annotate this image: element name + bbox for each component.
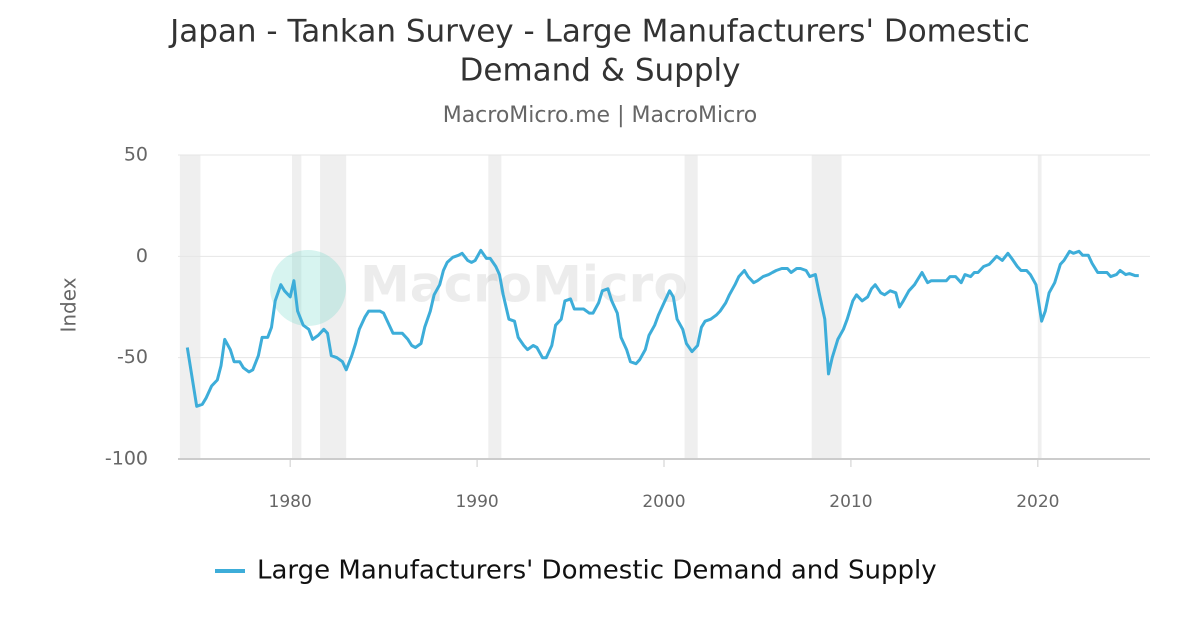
y-tick-label: -50	[117, 346, 148, 368]
data-line	[185, 248, 1139, 408]
y-axis-label: Index	[57, 277, 81, 332]
shaded-period	[811, 155, 842, 459]
shaded-period	[684, 155, 698, 459]
watermark-logo	[270, 250, 346, 326]
chart-title: Demand & Supply	[460, 53, 741, 89]
chart-subtitle: MacroMicro.me | MacroMicro	[443, 103, 758, 128]
shaded-period	[179, 155, 201, 459]
x-tick-label: 1980	[269, 492, 312, 512]
chart-title: Japan - Tankan Survey - Large Manufactur…	[168, 14, 1030, 50]
shaded-period	[320, 155, 347, 459]
shaded-period	[488, 155, 502, 459]
x-tick-label: 2020	[1016, 492, 1059, 512]
y-tick-label: 0	[136, 245, 148, 267]
y-tick-label: -100	[105, 448, 148, 470]
x-tick-label: 1990	[455, 492, 498, 512]
legend-label: Large Manufacturers' Domestic Demand and…	[257, 556, 937, 586]
x-tick-label: 2010	[829, 492, 872, 512]
y-tick-label: 50	[124, 144, 148, 166]
x-tick-label: 2000	[642, 492, 685, 512]
watermark: MacroMicro	[360, 256, 688, 314]
